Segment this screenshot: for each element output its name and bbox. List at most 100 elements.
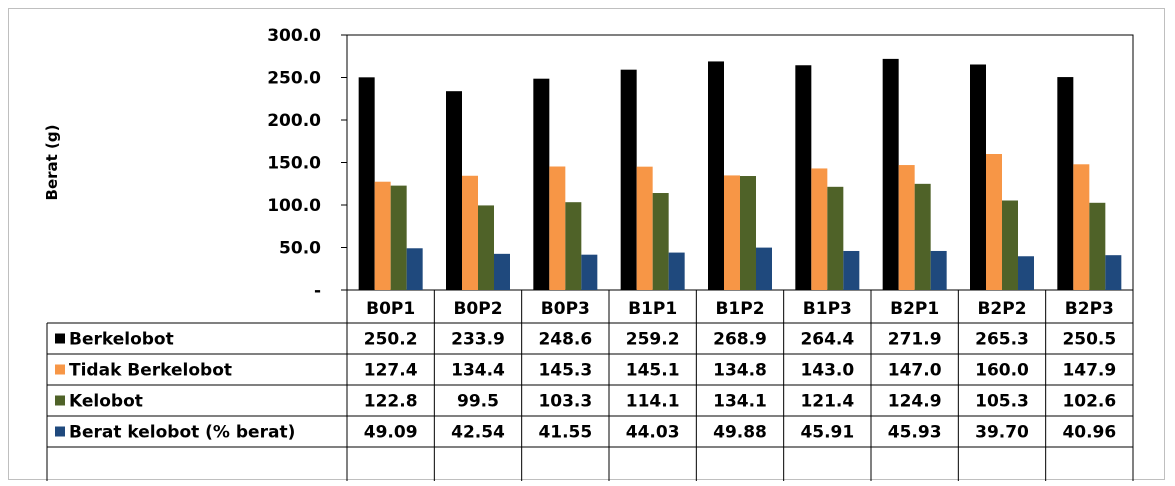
- bar: [914, 183, 931, 290]
- bar: [390, 185, 407, 290]
- data-label: 39.70: [975, 423, 1029, 443]
- legend-label: Kelobot: [69, 392, 143, 412]
- category-label: B0P1: [366, 299, 415, 319]
- bar: [1105, 255, 1122, 290]
- category-label: B0P2: [453, 299, 502, 319]
- bar: [1018, 256, 1034, 290]
- chart-frame: - 50.0 100.0 150.0 200.0 250.0 300.0 Berat (g)…: [8, 8, 1165, 481]
- bar: [358, 77, 375, 290]
- data-label: 147.9: [1062, 361, 1116, 381]
- bars: [358, 58, 1122, 291]
- bar-chart-with-data-table: - 50.0 100.0 150.0 200.0 250.0 300.0 Berat (g)…: [43, 26, 1134, 481]
- bar: [581, 254, 598, 290]
- legend-swatch: [55, 364, 65, 375]
- bar: [620, 69, 637, 291]
- bar: [986, 154, 1002, 290]
- data-label: 160.0: [975, 361, 1029, 381]
- data-label: 268.9: [713, 330, 767, 350]
- data-label: 143.0: [800, 361, 854, 381]
- y-tick-label: 50.0: [279, 239, 321, 259]
- bar: [533, 78, 550, 290]
- bar: [462, 175, 478, 290]
- y-tick-label: -: [314, 281, 321, 301]
- bar: [406, 248, 423, 290]
- bar: [668, 252, 685, 290]
- bar: [1073, 164, 1090, 290]
- bar: [494, 253, 510, 290]
- bar: [1057, 77, 1074, 290]
- data-label: 45.91: [800, 423, 854, 443]
- data-label: 127.4: [364, 361, 418, 381]
- data-label: 134.4: [451, 361, 505, 381]
- data-label: 42.54: [451, 423, 505, 443]
- bar: [930, 250, 947, 290]
- category-label: B0P3: [541, 299, 590, 319]
- y-tick-label: 250.0: [267, 69, 321, 89]
- bar: [565, 202, 582, 290]
- legend-label: Berat kelobot (% berat): [69, 423, 295, 443]
- legend-label: Berkelobot: [69, 330, 174, 350]
- data-label: 134.1: [713, 392, 767, 412]
- bar: [374, 181, 391, 290]
- bar: [827, 186, 844, 290]
- data-table: B0P1 B0P2 B0P3 B1P1 B1P2 B1P3 B2P1 B2P2 B2P3 Berk…: [46, 290, 1134, 481]
- bar: [843, 250, 860, 290]
- data-label: 145.3: [538, 361, 592, 381]
- data-label: 41.55: [538, 423, 592, 443]
- data-label: 44.03: [626, 423, 680, 443]
- data-label: 99.5: [457, 392, 499, 412]
- bar: [898, 165, 915, 290]
- data-label: 105.3: [975, 392, 1029, 412]
- bar: [708, 61, 724, 291]
- legend-label: Tidak Berkelobot: [69, 361, 232, 381]
- data-label: 248.6: [538, 330, 592, 350]
- data-label: 259.2: [626, 330, 680, 350]
- data-label: 45.93: [888, 423, 942, 443]
- data-label: 250.2: [364, 330, 418, 350]
- data-label: 124.9: [888, 392, 942, 412]
- bar: [740, 176, 756, 290]
- data-label: 40.96: [1062, 423, 1116, 443]
- bar: [970, 64, 986, 290]
- category-label: B2P1: [890, 299, 939, 319]
- y-tick-label: 300.0: [267, 26, 321, 46]
- data-label: 265.3: [975, 330, 1029, 350]
- category-label: B2P3: [1065, 299, 1114, 319]
- data-label: 134.8: [713, 361, 767, 381]
- legend-swatch: [55, 333, 65, 344]
- data-label: 103.3: [538, 392, 592, 412]
- data-label: 114.1: [626, 392, 680, 412]
- category-label: B2P2: [977, 299, 1026, 319]
- data-label: 271.9: [888, 330, 942, 350]
- bar: [756, 247, 772, 290]
- y-axis: - 50.0 100.0 150.0 200.0 250.0 300.0: [267, 26, 347, 301]
- y-tick-label: 150.0: [267, 154, 321, 174]
- data-label: 121.4: [800, 392, 854, 412]
- data-label: 250.5: [1062, 330, 1116, 350]
- data-label: 145.1: [626, 361, 680, 381]
- category-label: B1P3: [803, 299, 852, 319]
- data-label: 147.0: [888, 361, 942, 381]
- data-label: 49.09: [364, 423, 418, 443]
- bar: [882, 58, 899, 291]
- data-label: 102.6: [1062, 392, 1116, 412]
- bar: [811, 168, 828, 290]
- data-label: 49.88: [713, 423, 767, 443]
- bar: [549, 166, 566, 290]
- y-tick-label: 100.0: [267, 196, 321, 216]
- bar: [1089, 202, 1106, 290]
- legend-swatch: [55, 426, 65, 437]
- y-tick-label: 200.0: [267, 111, 321, 131]
- y-axis-label: Berat (g): [43, 125, 61, 201]
- data-label: 264.4: [800, 330, 854, 350]
- category-label: B1P2: [715, 299, 764, 319]
- bar: [795, 65, 812, 290]
- bar: [636, 166, 653, 290]
- bar: [652, 193, 669, 290]
- bar: [446, 91, 462, 290]
- data-label: 122.8: [364, 392, 418, 412]
- bar: [724, 175, 740, 290]
- bar: [478, 205, 494, 290]
- legend-swatch: [55, 395, 65, 406]
- data-label: 233.9: [451, 330, 505, 350]
